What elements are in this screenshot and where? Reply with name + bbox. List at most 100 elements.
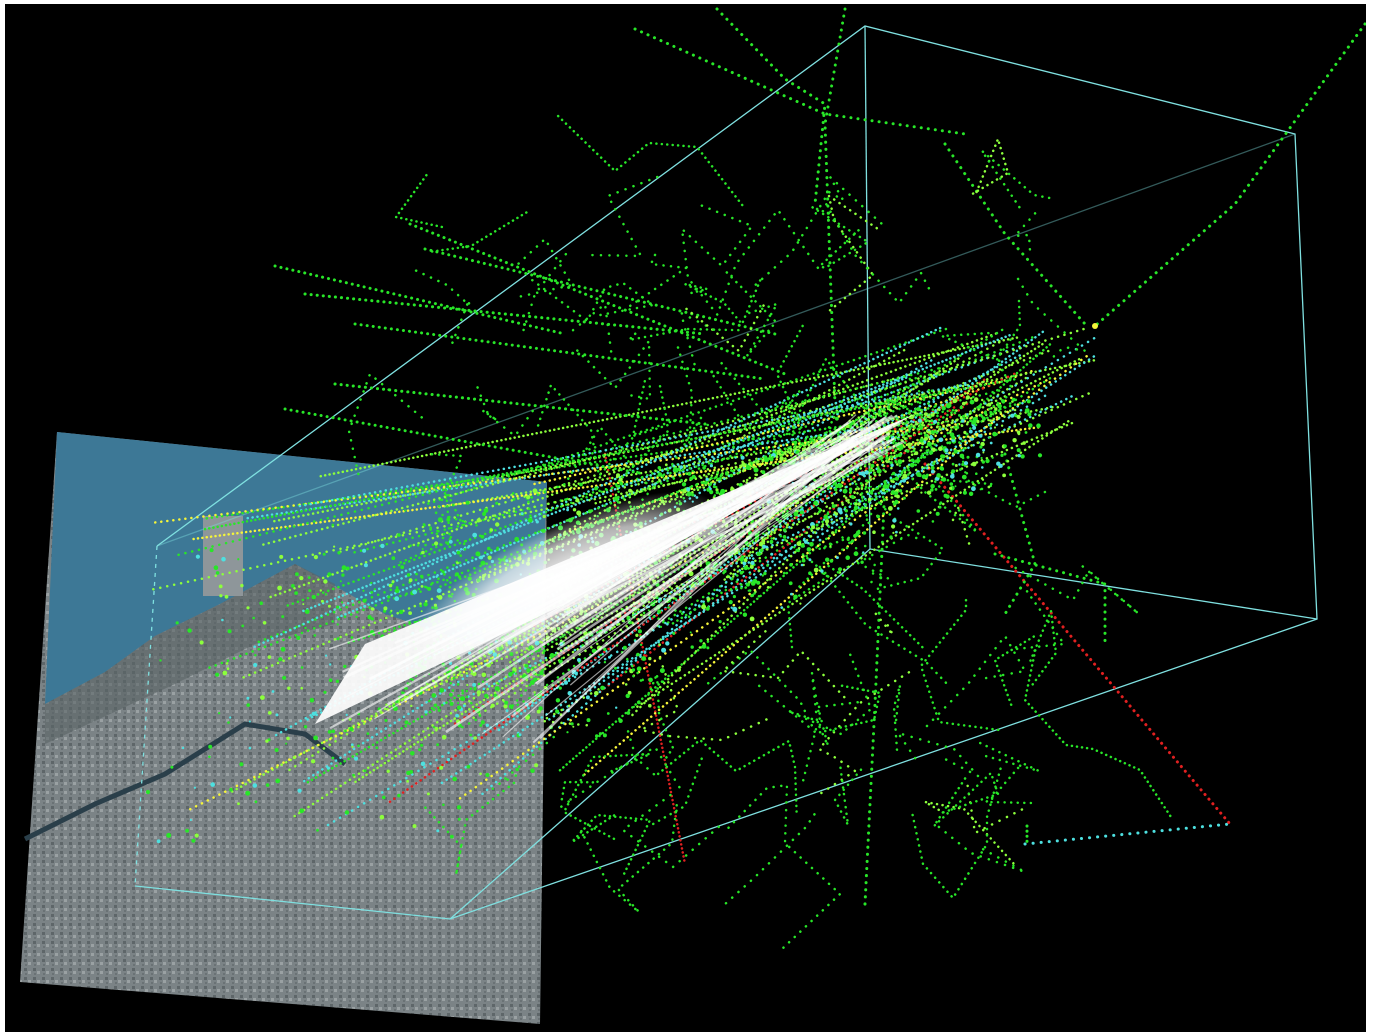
hit-point xyxy=(770,552,774,556)
hit-point xyxy=(969,399,975,405)
hit-point xyxy=(815,523,819,527)
hit-point xyxy=(785,523,789,527)
track-line xyxy=(423,247,777,336)
shower-ray xyxy=(253,336,1034,645)
track-line xyxy=(1023,822,1232,846)
hit-point xyxy=(864,487,867,491)
hit-point xyxy=(809,542,814,547)
hit-point xyxy=(845,555,850,560)
hit-point xyxy=(219,594,223,598)
hit-point xyxy=(433,703,438,708)
shower-ray xyxy=(266,332,998,600)
detector-bounding-box xyxy=(134,25,1318,920)
scatter-track xyxy=(685,299,768,353)
scatter-track xyxy=(684,274,764,327)
hit-point xyxy=(718,477,722,481)
hit-point xyxy=(628,488,633,493)
hit-point xyxy=(853,505,859,510)
scatter-track xyxy=(750,176,883,290)
hit-point xyxy=(838,484,842,489)
hit-point xyxy=(848,487,853,491)
hit-point xyxy=(862,531,867,535)
hit-point xyxy=(279,554,284,559)
hit-point xyxy=(963,430,967,435)
hit-point xyxy=(209,548,214,553)
hit-point xyxy=(659,625,663,629)
scatter-track xyxy=(1014,563,1140,615)
hit-point xyxy=(309,697,315,703)
hit-point xyxy=(302,603,305,606)
scatter-track xyxy=(707,567,762,599)
scatter-track xyxy=(859,377,941,526)
hit-point xyxy=(944,448,949,453)
hit-point xyxy=(648,703,652,708)
hit-point xyxy=(981,466,984,469)
hit-point xyxy=(512,497,516,501)
hit-point xyxy=(615,706,618,709)
hit-point xyxy=(441,734,447,740)
hit-point xyxy=(829,559,834,563)
hit-point xyxy=(988,436,991,439)
hit-point xyxy=(732,606,738,612)
hit-point xyxy=(409,770,414,774)
hit-point xyxy=(564,498,567,501)
hit-point xyxy=(779,456,784,462)
hit-point xyxy=(860,560,864,564)
hit-point xyxy=(1037,453,1043,458)
hit-point xyxy=(455,713,459,718)
hit-point xyxy=(689,631,692,634)
hit-point xyxy=(782,535,787,539)
scatter-track xyxy=(722,813,816,907)
particle-shower-scene[interactable] xyxy=(5,4,1366,1032)
hit-point xyxy=(661,680,665,684)
hit-point xyxy=(566,508,569,512)
hit-point xyxy=(518,733,522,737)
hit-point xyxy=(1028,423,1033,428)
scatter-track xyxy=(444,666,483,731)
hit-point xyxy=(958,463,961,466)
lake-water xyxy=(45,432,547,704)
hit-point xyxy=(909,414,915,420)
shower-ray xyxy=(439,355,1096,785)
scatter-track xyxy=(393,171,444,229)
hit-point xyxy=(319,589,322,592)
hit-point xyxy=(991,456,994,459)
hit-point xyxy=(299,808,305,814)
hit-point xyxy=(278,657,283,662)
hit-point xyxy=(804,540,808,544)
hit-point xyxy=(210,782,215,787)
hit-point xyxy=(725,472,729,476)
hit-point xyxy=(281,615,285,619)
hit-point xyxy=(951,462,955,466)
hit-point xyxy=(818,538,822,542)
hit-point xyxy=(868,468,873,473)
core-ray xyxy=(545,436,886,717)
3d-viewport[interactable] xyxy=(5,4,1366,1032)
shower-ray xyxy=(175,367,940,557)
scatter-track xyxy=(817,669,913,795)
hit-point xyxy=(420,574,424,579)
scatter-track xyxy=(823,200,931,305)
hit-point xyxy=(938,437,944,443)
hit-point xyxy=(954,464,958,467)
hit-point xyxy=(895,454,899,458)
hit-point xyxy=(449,692,453,697)
hit-point xyxy=(648,656,652,661)
hit-point xyxy=(978,434,983,438)
hit-point xyxy=(412,824,417,829)
hit-point xyxy=(916,472,921,477)
hit-point xyxy=(227,721,230,724)
hit-point xyxy=(420,761,426,767)
hit-point xyxy=(622,645,627,650)
hit-point xyxy=(839,510,843,515)
hit-point xyxy=(945,420,948,423)
scatter-track xyxy=(620,789,720,869)
hit-point xyxy=(394,596,400,602)
hit-point xyxy=(833,487,838,492)
hit-point xyxy=(267,711,272,715)
core-glow xyxy=(409,491,721,667)
hit-point xyxy=(761,574,764,577)
hit-point xyxy=(883,423,886,427)
hit-point xyxy=(983,411,987,415)
hit-point xyxy=(860,507,863,511)
